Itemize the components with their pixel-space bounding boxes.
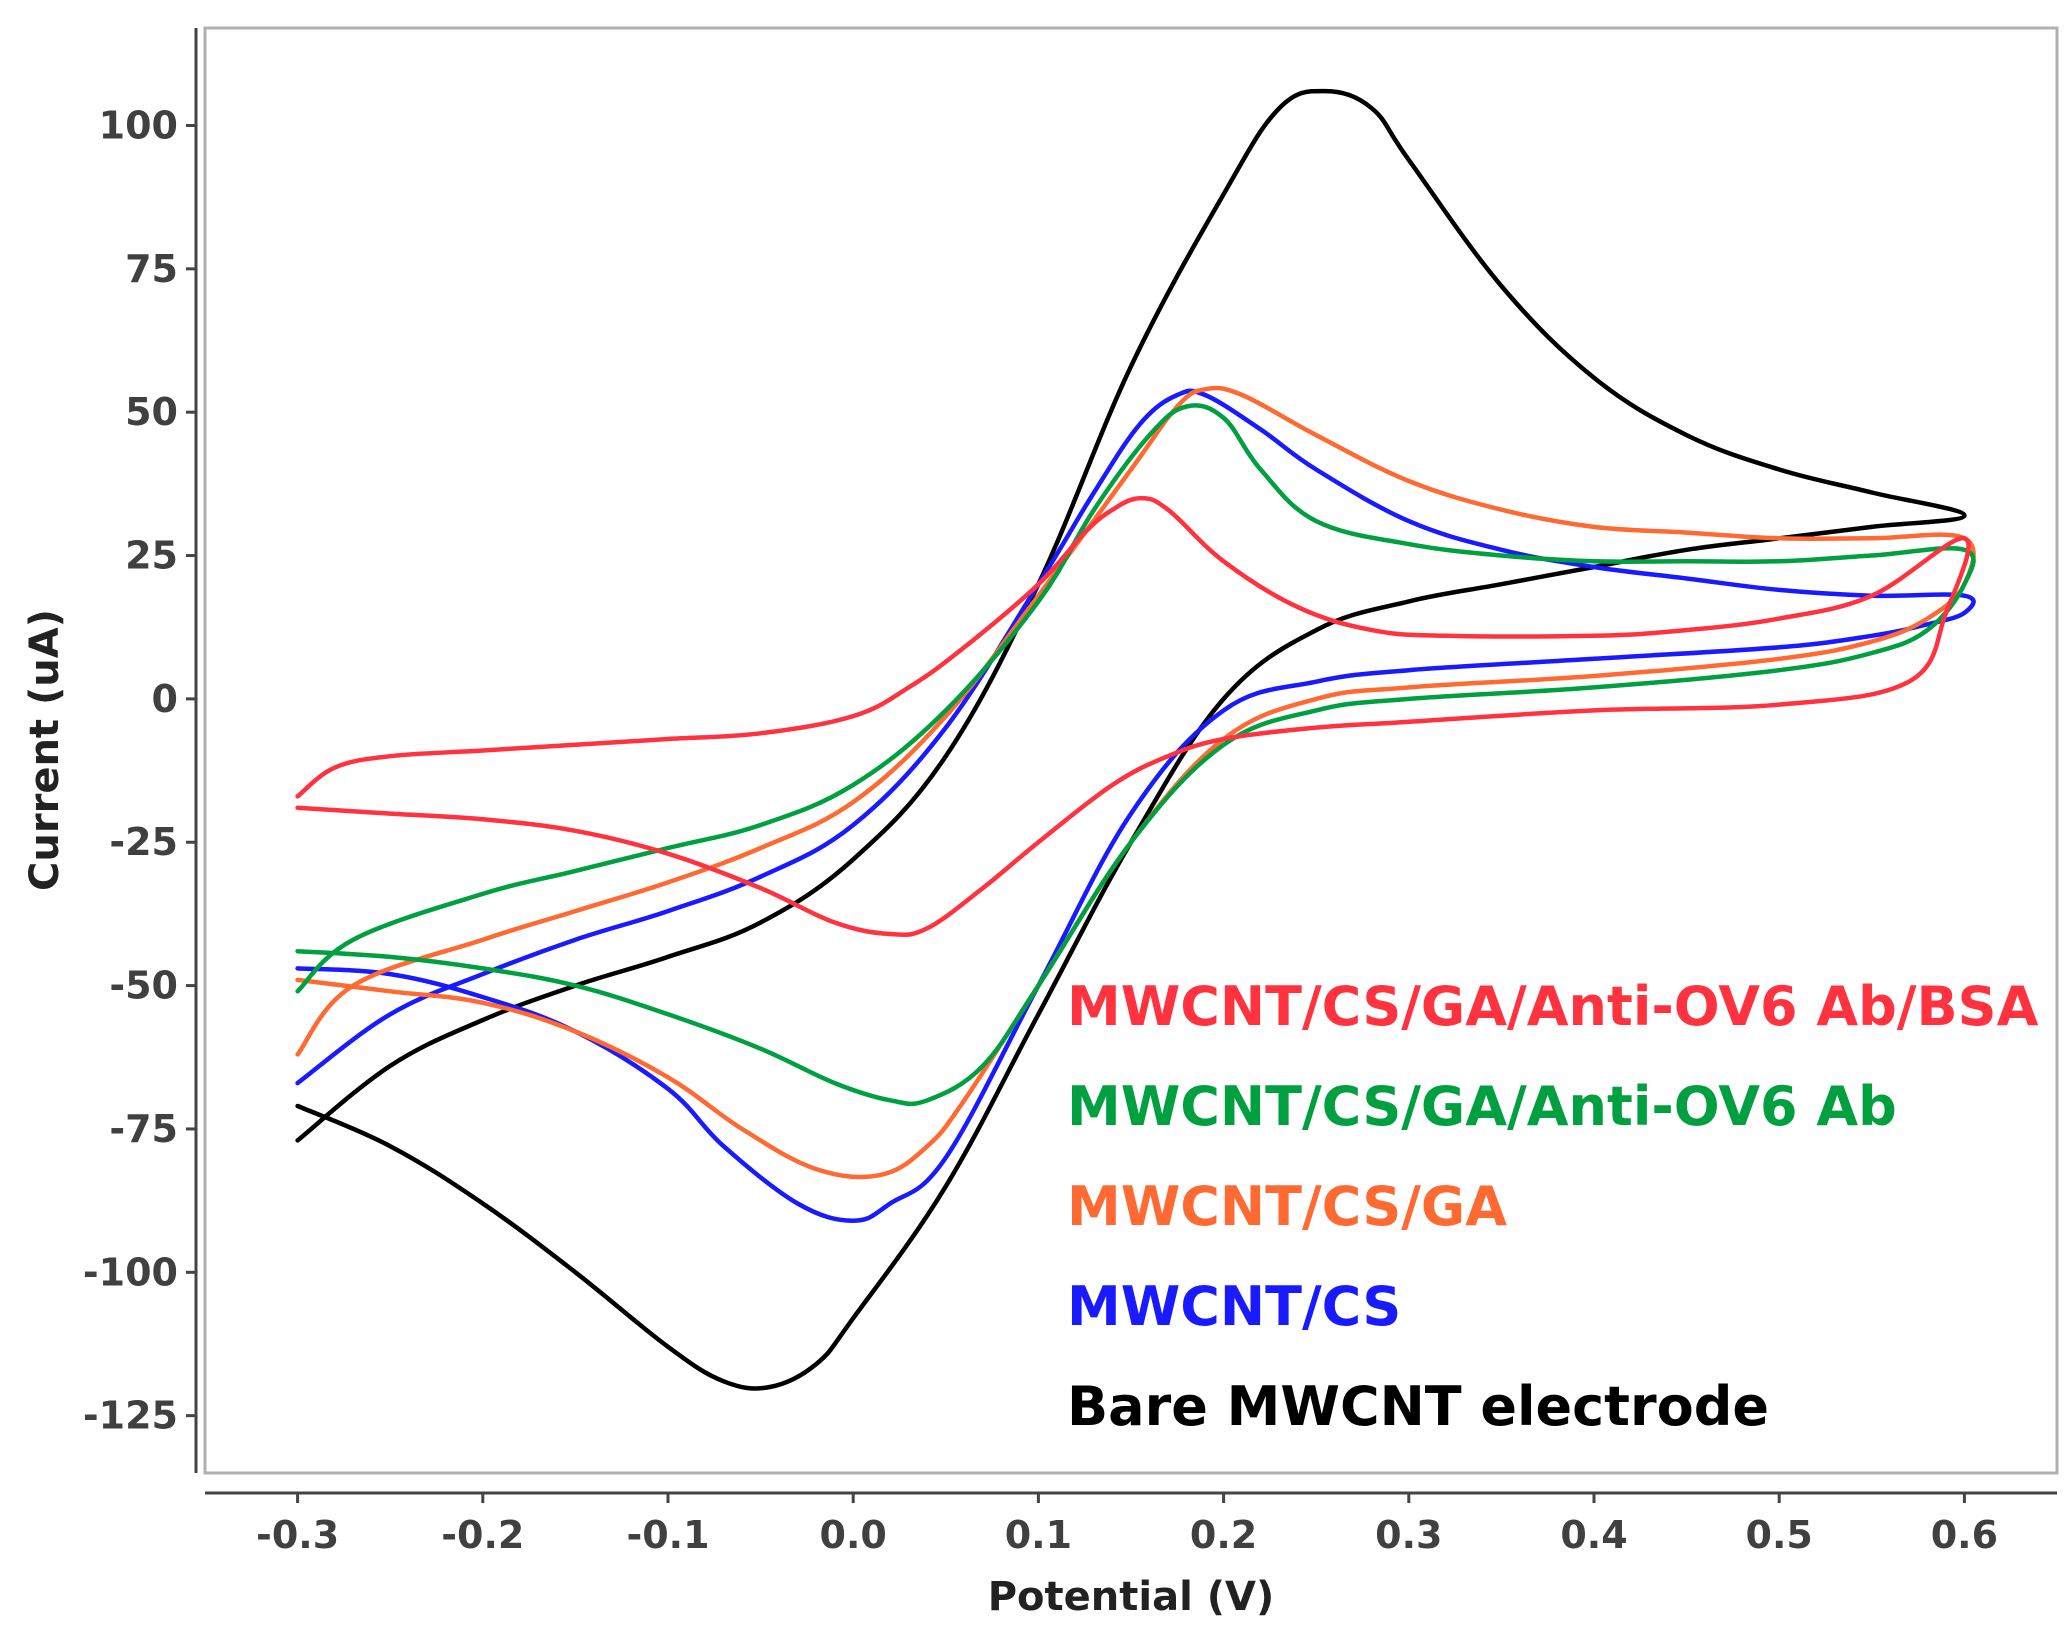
legend-entry-bare-mwcnt-electrode: Bare MWCNT electrode [1067, 1375, 1769, 1438]
legend-entry-mwcnt-cs-ga-anti-ov6-ab-bsa: MWCNT/CS/GA/Anti-OV6 Ab/BSA [1067, 975, 2039, 1038]
y-tick-label: -125 [83, 1394, 178, 1438]
y-tick-label: -25 [109, 820, 178, 864]
legend-entry-mwcnt-cs: MWCNT/CS [1067, 1275, 1401, 1338]
x-ticks: -0.3 -0.2 -0.1 0.0 0.1 0.2 0.3 0.4 0.5 0.6 [256, 1493, 1998, 1557]
legend: MWCNT/CS/GA/Anti-OV6 Ab/BSA MWCNT/CS/GA/A… [1067, 975, 2039, 1438]
series-line-mwcnt-cs [295, 388, 1976, 1223]
y-tick-label: 100 [99, 103, 178, 147]
x-tick-label: -0.2 [441, 1513, 524, 1557]
series-line-mwcnt-cs-ga [295, 385, 1976, 1180]
y-tick-label: 50 [125, 390, 178, 434]
x-tick-label: -0.1 [626, 1513, 709, 1557]
x-tick-label: 0.2 [1190, 1513, 1257, 1557]
legend-entry-mwcnt-cs-ga-anti-ov6-ab: MWCNT/CS/GA/Anti-OV6 Ab [1067, 1075, 1897, 1138]
plot-frame [203, 26, 2059, 1475]
x-tick-label: 0.3 [1375, 1513, 1442, 1557]
y-tick-label: 75 [125, 247, 178, 291]
y-tick-label: 25 [125, 534, 178, 578]
y-ticks: 100 75 50 25 0 -25 -50 -75 -100 -125 [83, 103, 196, 1438]
y-tick-label: 0 [152, 677, 178, 721]
y-axis-title: Current (uA) [22, 609, 68, 891]
x-tick-label: 0.4 [1560, 1513, 1627, 1557]
legend-entry-mwcnt-cs-ga: MWCNT/CS/GA [1067, 1175, 1507, 1238]
x-tick-label: -0.3 [256, 1513, 339, 1557]
x-tick-label: 0.5 [1746, 1513, 1813, 1557]
y-tick-label: -75 [109, 1107, 178, 1151]
x-tick-label: 0.6 [1931, 1513, 1998, 1557]
y-tick-label: -50 [109, 964, 178, 1008]
x-axis-title: Potential (V) [988, 1574, 1275, 1620]
y-tick-label: -100 [83, 1250, 178, 1294]
series-line-mwcnt-cs-ga-anti-ov6-ab-bsa [295, 495, 1971, 938]
series-curves [295, 88, 1976, 1391]
x-tick-label: 0.0 [820, 1513, 887, 1557]
series-line-bare-mwcnt-electrode [295, 88, 1967, 1391]
x-tick-label: 0.1 [1005, 1513, 1072, 1557]
